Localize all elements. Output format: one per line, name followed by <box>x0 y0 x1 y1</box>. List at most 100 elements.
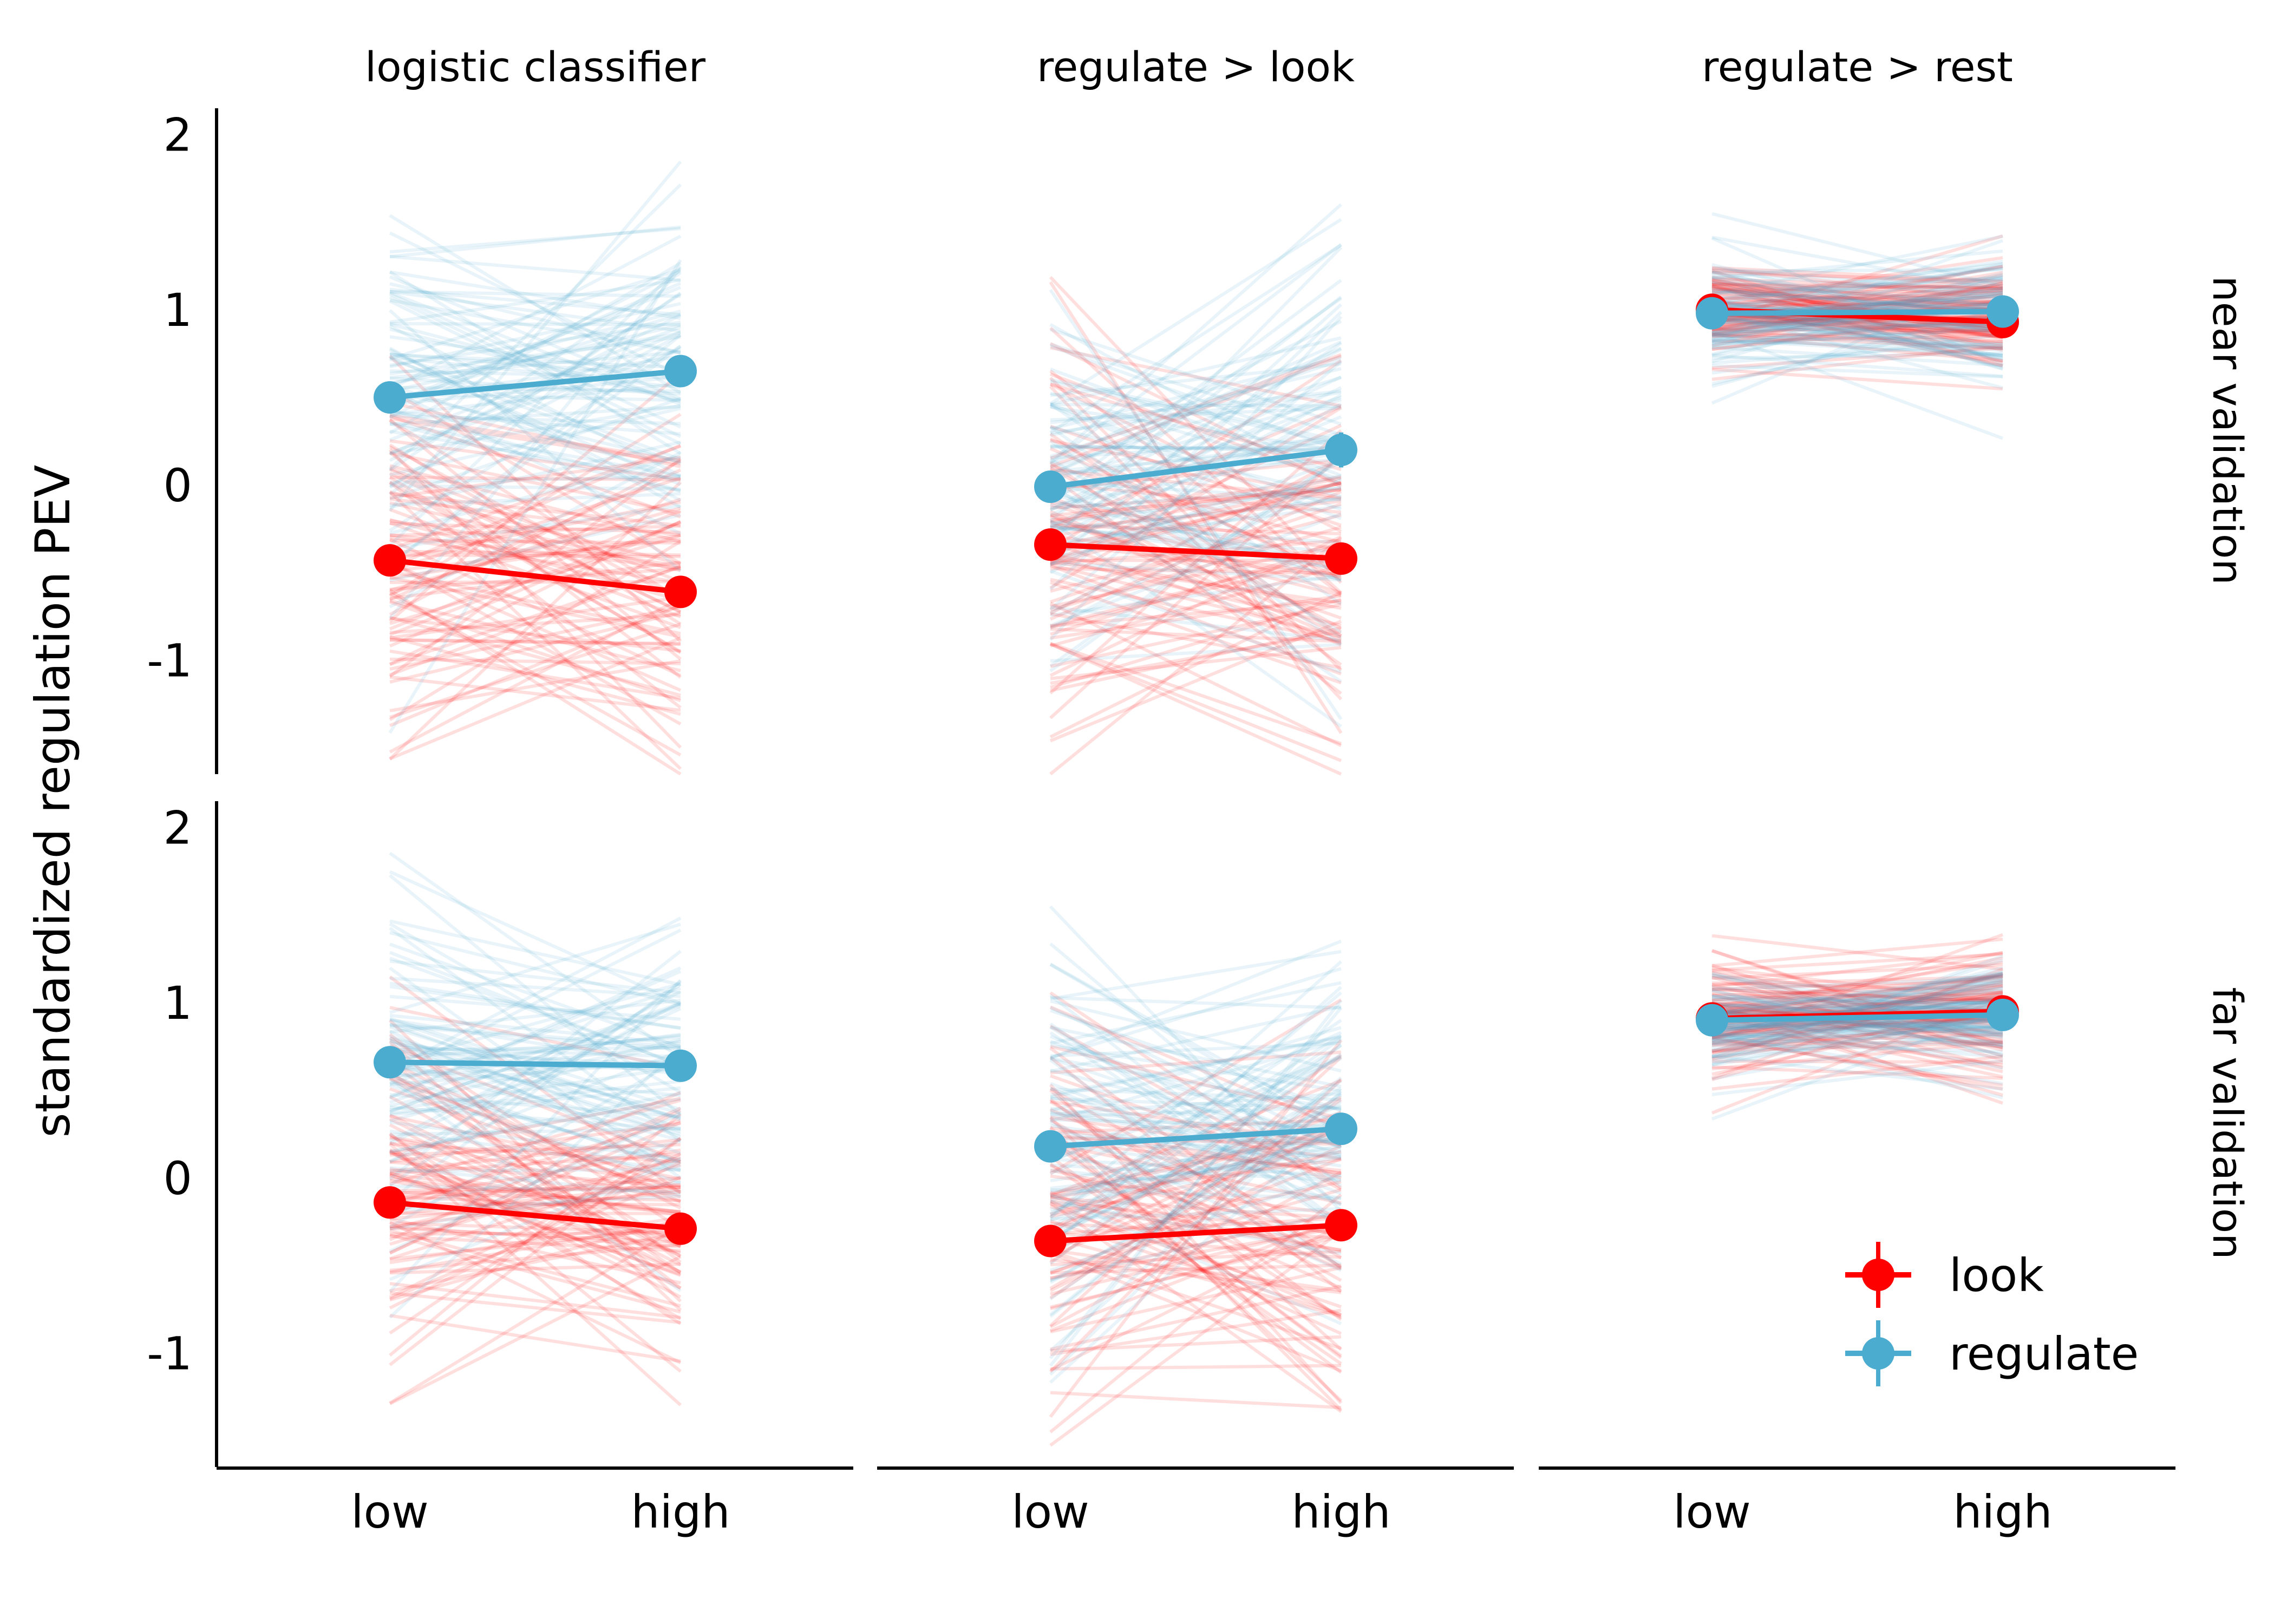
individual-line-look <box>388 1019 682 1303</box>
individual-line-look <box>389 1113 682 1357</box>
individual-line-regulate <box>389 1030 682 1166</box>
individual-line-regulate <box>389 983 682 1187</box>
individual-line-look <box>389 975 682 1195</box>
individual-line-look <box>389 533 681 570</box>
individual-line-look <box>1711 1016 2003 1039</box>
individual-line-look <box>1711 1040 2003 1071</box>
individual-line-regulate <box>1711 1009 2004 1121</box>
individual-line-look <box>1049 564 1342 676</box>
individual-line-look <box>1050 487 1342 555</box>
individual-line-look <box>389 1137 682 1366</box>
individual-line-regulate <box>389 298 681 355</box>
individual-line-look <box>389 417 681 466</box>
individual-line-look <box>1711 991 2003 1014</box>
individual-line-look <box>389 1152 682 1299</box>
individual-line-look <box>1711 975 2003 1024</box>
individual-line-regulate <box>389 268 681 361</box>
individual-line-regulate <box>389 504 681 550</box>
individual-line-look <box>1049 619 1342 743</box>
individual-line-look <box>389 588 682 776</box>
individual-line-regulate <box>1049 297 1342 505</box>
individual-line-regulate <box>389 1066 681 1097</box>
individual-line-look <box>389 1194 681 1214</box>
individual-line-regulate <box>389 328 681 403</box>
individual-line-look <box>1050 542 1342 636</box>
individual-line-regulate <box>1711 958 2003 1058</box>
individual-line-regulate <box>1050 1124 1342 1168</box>
individual-line-look <box>389 464 681 543</box>
individual-line-look <box>1049 535 1342 677</box>
individual-line-regulate <box>389 1140 681 1214</box>
individual-line-regulate <box>389 1166 681 1197</box>
individual-line-regulate <box>389 1080 681 1164</box>
individual-line-regulate <box>1050 1044 1342 1093</box>
individual-line-regulate <box>1049 1092 1342 1300</box>
point-regulate-low <box>1696 1004 1728 1037</box>
individual-line-regulate <box>389 382 681 416</box>
individual-line-look <box>1711 1019 2003 1029</box>
individual-line-look <box>389 419 682 601</box>
individual-line-look <box>1050 1263 1342 1275</box>
individual-line-look <box>389 497 681 595</box>
individual-line-regulate <box>389 404 681 456</box>
individual-line-regulate <box>1711 974 2003 1047</box>
individual-line-regulate <box>1711 1026 2003 1081</box>
individual-line-regulate <box>1711 280 2003 308</box>
individual-line-look <box>1049 1157 1342 1275</box>
individual-line-regulate <box>1049 939 1342 1060</box>
individual-line-look <box>1711 344 2003 381</box>
individual-line-look <box>1050 500 1342 532</box>
individual-line-regulate <box>1049 340 1342 475</box>
individual-line-regulate <box>1711 319 2003 351</box>
individual-line-regulate <box>1049 218 1342 405</box>
individual-line-regulate <box>1050 376 1342 469</box>
individual-line-look <box>389 521 681 534</box>
individual-line-regulate <box>1050 431 1342 497</box>
individual-line-look <box>389 467 682 584</box>
individual-line-look <box>1711 284 2003 368</box>
individual-line-look <box>1050 646 1342 680</box>
legend-label-regulate: regulate <box>1949 1327 2139 1380</box>
individual-line-regulate <box>1049 415 1342 539</box>
individual-line-look <box>389 1076 682 1194</box>
individual-line-regulate <box>1050 425 1342 498</box>
individual-line-regulate <box>1711 237 2004 366</box>
individual-line-regulate <box>1050 999 1342 1073</box>
individual-line-regulate <box>1050 389 1342 424</box>
individual-line-regulate <box>1711 1017 2003 1044</box>
individual-line-look <box>389 1176 681 1203</box>
individual-line-regulate <box>1050 949 1342 1000</box>
individual-line-look <box>1711 975 2003 986</box>
individual-line-regulate <box>1049 311 1343 591</box>
individual-line-look <box>1049 490 1342 621</box>
individual-line-regulate <box>389 928 682 1077</box>
individual-line-look <box>389 1231 681 1236</box>
individual-line-regulate <box>389 1039 681 1123</box>
individual-line-regulate <box>389 356 681 389</box>
individual-line-look <box>1711 312 2003 334</box>
individual-line-look <box>389 1163 681 1261</box>
individual-line-regulate <box>389 352 681 378</box>
individual-line-look <box>1049 1024 1342 1191</box>
individual-line-regulate <box>1049 279 1342 499</box>
individual-line-look <box>1050 598 1342 689</box>
individual-line-regulate <box>389 292 682 429</box>
individual-line-regulate <box>1711 1018 2003 1044</box>
individual-line-regulate <box>1050 358 1342 458</box>
individual-line-regulate <box>1711 994 2003 1006</box>
individual-line-look <box>1711 960 2003 1008</box>
legend-marker-look <box>1862 1259 1894 1291</box>
individual-line-look <box>1050 1222 1342 1296</box>
individual-line-regulate <box>389 227 681 254</box>
mean-line-regulate <box>1050 1126 1342 1149</box>
individual-line-look <box>1049 1056 1343 1327</box>
individual-line-regulate <box>1711 1025 2003 1029</box>
individual-line-regulate <box>1050 336 1342 406</box>
individual-line-look <box>1711 1026 2003 1045</box>
mean-line-regulate <box>1711 1012 2003 1023</box>
individual-line-regulate <box>389 1112 682 1253</box>
individual-line-regulate <box>1711 1018 2003 1039</box>
y-tick-label: 2 <box>164 802 192 855</box>
individual-line-look <box>1050 1196 1342 1220</box>
y-tick-label: 0 <box>164 459 192 512</box>
